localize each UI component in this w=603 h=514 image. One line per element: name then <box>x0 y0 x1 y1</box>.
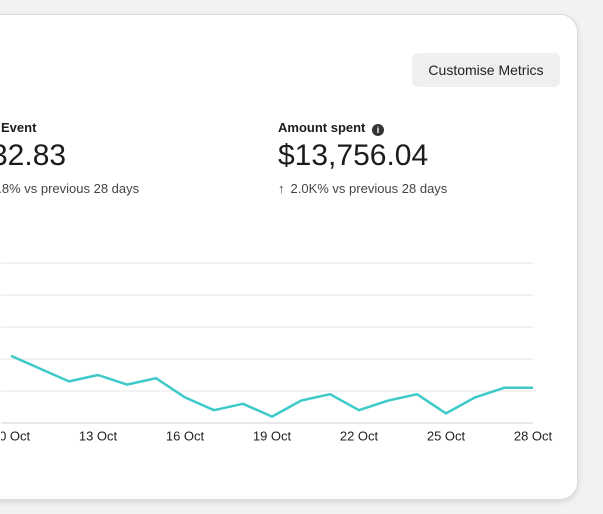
x-tick-label: 13 Oct <box>79 428 118 443</box>
metric-label: Amount spent i <box>278 120 385 136</box>
chart: 10 Oct 13 Oct 16 Oct 19 Oct 22 Oct 25 Oct 28 O… <box>1 262 553 443</box>
metric-comparison: 5.8% vs previous 28 days <box>0 181 140 196</box>
up-arrow: ↑ <box>278 181 285 196</box>
info-icon[interactable]: i <box>372 124 385 136</box>
x-tick-label: 10 Oct <box>1 428 31 443</box>
x-tick-label: 25 Oct <box>427 428 466 443</box>
metric-value: 32.83 <box>0 139 67 172</box>
comparison-text: 2.0K% vs previous 28 days <box>290 181 448 196</box>
metric-value: $13,756.04 <box>278 139 429 172</box>
x-tick-label: 16 Oct <box>166 428 205 443</box>
line-series <box>10 354 533 418</box>
metric-label: Event <box>1 120 37 135</box>
customise-metrics-button[interactable]: Customise Metrics <box>412 53 560 87</box>
x-tick-label: 19 Oct <box>253 428 292 443</box>
card: Customise Metrics Event 32.83 5.8% vs pr… <box>0 14 578 500</box>
metric-label-text: Amount spent <box>278 120 366 135</box>
x-tick-label: 28 Oct <box>514 428 553 443</box>
x-tick-label: 22 Oct <box>340 428 379 443</box>
metric-comparison: ↑ 2.0K% vs previous 28 days <box>278 181 447 196</box>
